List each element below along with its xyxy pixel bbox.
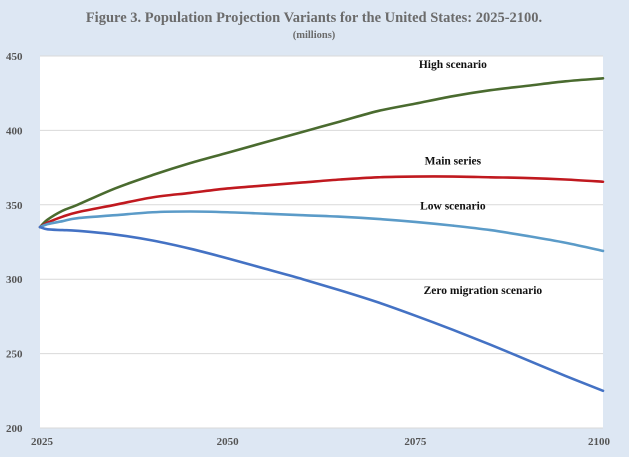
x-tick-label: 2075 (404, 436, 427, 448)
series-line-zero-migration-scenario (38, 225, 605, 393)
y-tick-label: 250 (6, 349, 23, 361)
plot-area (40, 56, 603, 428)
series-labels: High scenario Main series Low scenario Zero… (419, 59, 543, 297)
series-label-zero-migration-scenario: Zero migration scenario (424, 285, 543, 297)
series-label-low-scenario: Low scenario (420, 200, 486, 212)
y-axis: 200 250 300 350 400 450 (6, 51, 23, 435)
y-tick-label: 450 (6, 51, 23, 63)
y-tick-label: 400 (6, 125, 23, 137)
chart-title: Figure 3. Population Projection Variants… (86, 10, 542, 26)
grid-lines (40, 55, 603, 429)
x-tick-label: 2025 (31, 436, 54, 448)
y-tick-label: 200 (6, 423, 23, 435)
series-lines (38, 77, 605, 393)
x-axis: 2025 2050 2075 2100 (31, 436, 611, 448)
x-tick-label: 2100 (588, 436, 611, 448)
series-label-high-scenario: High scenario (419, 59, 487, 71)
chart-subtitle: (millions) (293, 30, 336, 41)
series-label-main-series: Main series (425, 156, 482, 168)
y-tick-label: 300 (6, 274, 23, 286)
series-line-main-series (38, 175, 605, 229)
series-line-high-scenario (38, 77, 605, 229)
series-line-low-scenario (38, 210, 605, 253)
x-tick-label: 2050 (217, 436, 240, 448)
y-tick-label: 350 (6, 200, 23, 212)
